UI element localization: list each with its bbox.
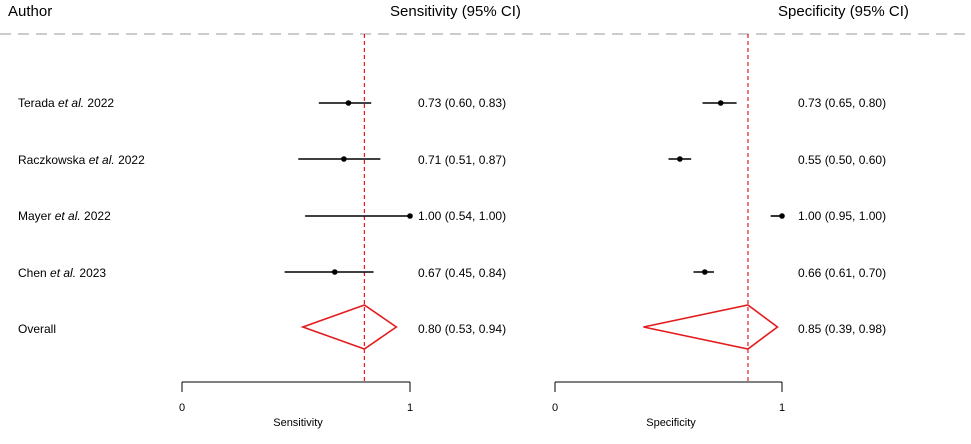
- sens-point-estimate: [407, 213, 413, 219]
- row-label: Chen et al. 2023: [18, 266, 107, 280]
- sens-point-estimate: [345, 100, 352, 106]
- spec-ci-label: 0.55 (0.50, 0.60): [798, 153, 887, 167]
- spec-overall-diamond: [643, 304, 779, 350]
- sens-overall-ci-label: 0.80 (0.53, 0.94): [418, 322, 507, 336]
- sens-overall-diamond: [300, 304, 398, 350]
- row-label: Raczkowska et al. 2022: [18, 153, 145, 167]
- row-label-overall: Overall: [18, 322, 57, 336]
- specificity-axis-title: Specificity: [646, 417, 696, 429]
- spec-overall-ci-label: 0.85 (0.39, 0.98): [798, 322, 887, 336]
- spec-ci-label: 0.73 (0.65, 0.80): [798, 96, 887, 110]
- spec-point-estimate: [779, 213, 785, 219]
- sens-tick-label: 0: [178, 402, 186, 414]
- sens-point-estimate: [341, 156, 347, 162]
- spec-tick-label: 1: [778, 402, 786, 414]
- sens-tick-label: 1: [406, 402, 414, 414]
- sensitivity-column-header: Sensitivity (95% CI): [390, 3, 521, 20]
- spec-point-estimate: [677, 156, 683, 162]
- sens-ci-label: 0.67 (0.45, 0.84): [418, 266, 507, 280]
- row-label: Mayer et al. 2022: [18, 209, 111, 223]
- row-label: Terada et al. 2022: [18, 96, 115, 110]
- spec-point-estimate: [702, 269, 708, 275]
- spec-tick-label: 0: [551, 402, 559, 414]
- sens-ci-label: 1.00 (0.54, 1.00): [418, 209, 507, 223]
- sensitivity-axis-title: Sensitivity: [273, 417, 323, 429]
- specificity-column-header: Specificity (95% CI): [778, 3, 909, 20]
- sens-ci-label: 0.73 (0.60, 0.83): [418, 96, 507, 110]
- spec-point-estimate: [717, 100, 724, 106]
- author-column-header: Author: [8, 3, 53, 20]
- sens-ci-label: 0.71 (0.51, 0.87): [418, 153, 507, 167]
- sens-point-estimate: [331, 269, 338, 275]
- spec-ci-label: 1.00 (0.95, 1.00): [798, 209, 887, 223]
- spec-ci-label: 0.66 (0.61, 0.70): [798, 266, 887, 280]
